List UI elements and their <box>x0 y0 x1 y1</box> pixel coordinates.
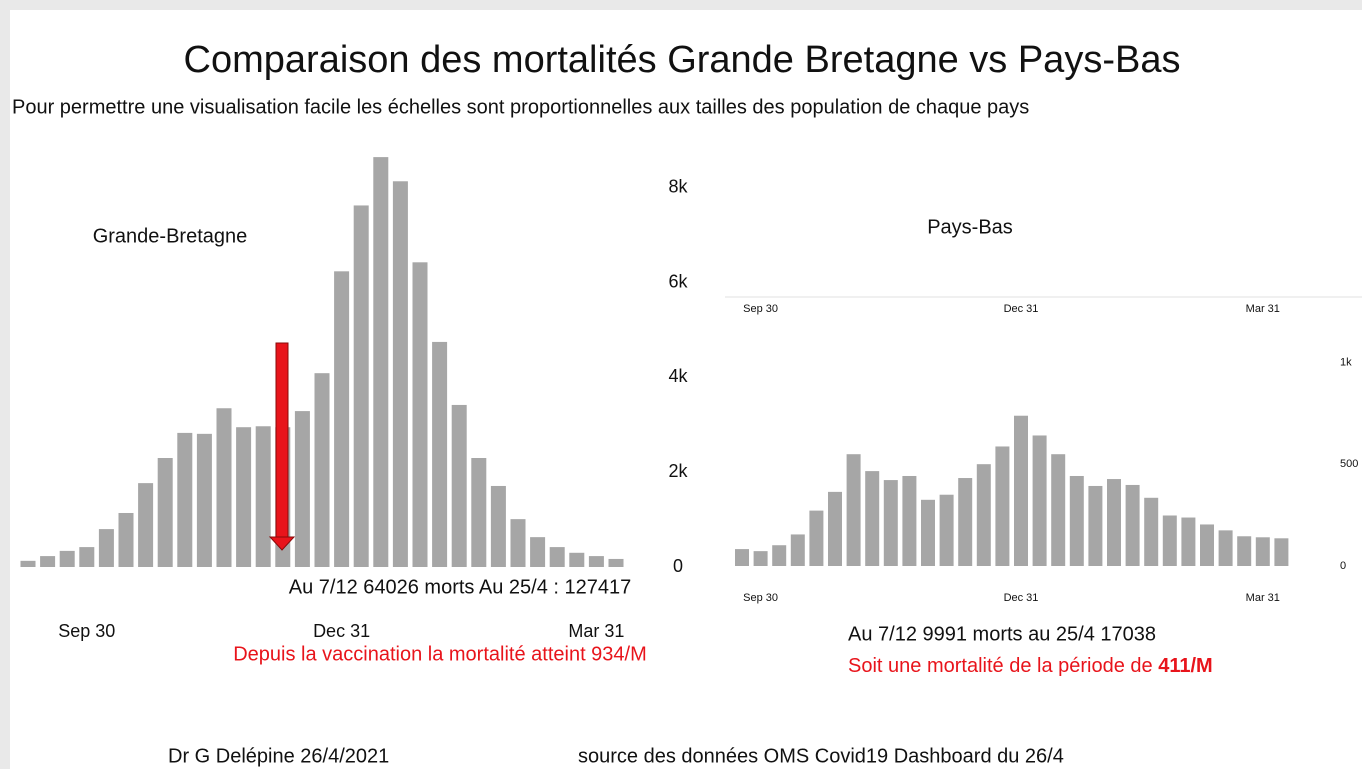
x-tick-label: Mar 31 <box>568 621 624 641</box>
bar <box>809 510 824 566</box>
x-tick-label: Dec 31 <box>1004 303 1039 315</box>
bar <box>1069 475 1084 566</box>
bar <box>392 181 408 567</box>
bar <box>1032 435 1047 566</box>
y-tick-label: 0 <box>673 556 683 576</box>
x-tick-label: Sep 30 <box>743 303 778 315</box>
y-tick-label: 500 <box>1340 458 1358 470</box>
footer-source: source des données OMS Covid19 Dashboard… <box>578 745 1064 767</box>
bar <box>177 432 193 567</box>
bar <box>976 464 991 566</box>
x-tick-label: Dec 31 <box>1004 592 1039 604</box>
bar <box>98 529 114 567</box>
bar <box>471 458 487 567</box>
bar <box>1051 454 1066 566</box>
bar <box>334 271 350 567</box>
annotation: Depuis la vaccination la mortalité attei… <box>233 643 647 665</box>
bar <box>1144 497 1159 566</box>
y-tick-label: 8k <box>668 177 688 197</box>
bar <box>1014 415 1028 566</box>
annotation-value: 411/M <box>1158 655 1212 677</box>
bar <box>958 478 973 566</box>
x-tick-label: Sep 30 <box>58 621 115 641</box>
slide-background <box>10 10 1362 769</box>
x-tick-label: Mar 31 <box>1246 303 1280 315</box>
bar <box>255 426 271 567</box>
bar <box>157 458 173 567</box>
bar <box>79 547 95 567</box>
bar <box>1274 538 1289 566</box>
bar <box>865 471 880 566</box>
slide-subtitle: Pour permettre une visualisation facile … <box>12 96 1029 118</box>
bar <box>790 534 805 566</box>
bar <box>902 475 917 566</box>
bar <box>1088 485 1103 566</box>
annotation: Au 7/12 64026 morts Au 25/4 : 127417 <box>289 576 631 598</box>
chart-title: Pays-Bas <box>927 216 1013 238</box>
bar <box>412 262 428 567</box>
annotation: Au 7/12 9991 morts au 25/4 17038 <box>848 623 1156 645</box>
bar <box>608 558 624 567</box>
y-tick-label: 0 <box>1340 560 1346 572</box>
bar <box>373 157 389 567</box>
bar <box>510 519 526 567</box>
bar <box>549 547 565 567</box>
bar <box>294 411 310 567</box>
bar <box>588 556 604 567</box>
bar <box>753 551 768 566</box>
y-tick-label: 2k <box>668 461 688 481</box>
bar <box>883 480 898 566</box>
bar <box>1125 484 1140 566</box>
y-tick-label: 1k <box>1340 356 1352 368</box>
slide-title: Comparaison des mortalités Grande Bretag… <box>184 39 1181 81</box>
bar <box>20 560 36 567</box>
x-tick-label: Mar 31 <box>1246 592 1280 604</box>
bar <box>118 512 134 567</box>
bar <box>530 537 546 567</box>
bar <box>1162 515 1177 566</box>
y-tick-label: 6k <box>668 271 688 291</box>
bar <box>1255 537 1270 566</box>
annotation-text: Soit une mortalité de la période de <box>848 655 1158 677</box>
bar <box>490 485 506 567</box>
bar <box>353 205 369 567</box>
bar <box>138 483 154 567</box>
bar <box>216 408 232 567</box>
bar <box>569 552 585 567</box>
footer-author: Dr G Delépine 26/4/2021 <box>168 745 389 767</box>
bar <box>432 341 448 567</box>
bar <box>1237 536 1252 566</box>
bar <box>939 494 954 566</box>
bar <box>40 556 56 567</box>
arrow-shaft <box>275 342 289 539</box>
bar <box>995 446 1010 566</box>
bar <box>236 427 252 567</box>
arrow-head <box>268 536 296 551</box>
charts: 0 2k 4k 6k 8k Sep 30 Dec 31 Mar 31 Grande-Bretag… <box>20 157 1358 677</box>
bar <box>735 549 749 566</box>
x-tick-label: Dec 31 <box>313 621 370 641</box>
bar <box>1218 530 1233 566</box>
bar <box>314 373 330 567</box>
bar <box>59 550 75 567</box>
x-tick-label: Sep 30 <box>743 592 778 604</box>
bar <box>1181 517 1196 566</box>
bar <box>921 499 935 566</box>
bar <box>846 454 861 566</box>
bar <box>772 545 787 566</box>
bar <box>1200 524 1214 566</box>
annotation: Soit une mortalité de la période de 411/… <box>848 655 1213 677</box>
bar <box>196 433 212 567</box>
y-tick-label: 4k <box>668 366 688 386</box>
bar <box>451 404 467 567</box>
bar <box>828 491 842 566</box>
chart-title: Grande-Bretagne <box>93 225 248 247</box>
bar <box>1107 479 1121 566</box>
